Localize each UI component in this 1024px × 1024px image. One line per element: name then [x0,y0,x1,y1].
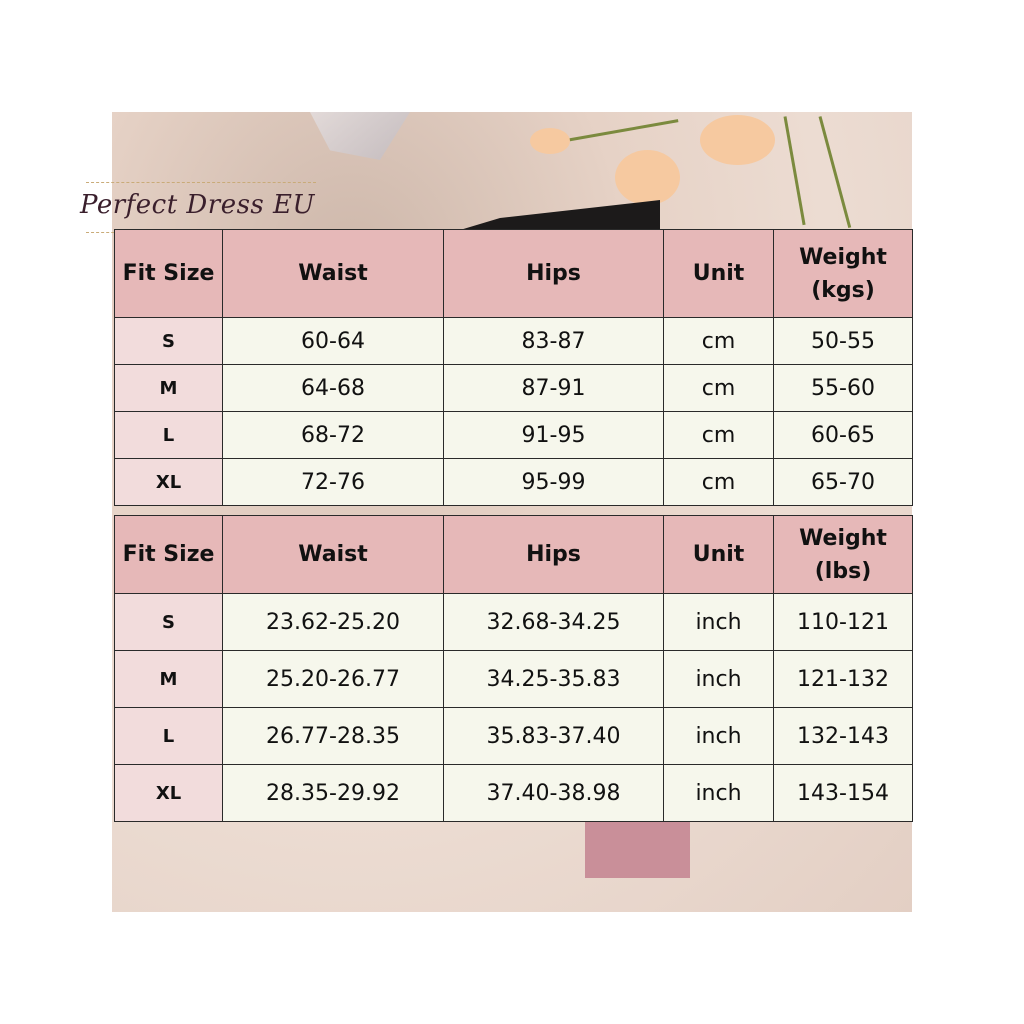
cell-hips: 91-95 [443,411,664,459]
table-row: L 68-72 91-95 cm 60-65 [114,411,913,459]
cell-waist: 23.62-25.20 [222,593,444,651]
cell-hips: 83-87 [443,317,664,365]
cell-fit-size: S [114,593,223,651]
size-table-inch: Fit Size Waist Hips Unit Weight (lbs) S 23.62… [114,515,913,822]
cell-weight: 65-70 [773,458,913,506]
cell-hips: 95-99 [443,458,664,506]
cell-fit-size: L [114,411,223,459]
cell-weight: 143-154 [773,764,913,822]
cell-unit: inch [663,764,774,822]
table-row: XL 72-76 95-99 cm 65-70 [114,458,913,506]
header-fit-size: Fit Size [114,229,223,318]
cell-hips: 35.83-37.40 [443,707,664,765]
cell-fit-size: XL [114,764,223,822]
cell-fit-size: M [114,364,223,412]
cell-hips: 34.25-35.83 [443,650,664,708]
cell-waist: 25.20-26.77 [222,650,444,708]
cell-hips: 32.68-34.25 [443,593,664,651]
cell-fit-size: S [114,317,223,365]
cell-waist: 26.77-28.35 [222,707,444,765]
table-row: XL 28.35-29.92 37.40-38.98 inch 143-154 [114,764,913,822]
cell-unit: cm [663,458,774,506]
table-row: S 23.62-25.20 32.68-34.25 inch 110-121 [114,593,913,651]
table-row: L 26.77-28.35 35.83-37.40 inch 132-143 [114,707,913,765]
cell-unit: inch [663,707,774,765]
table-row: M 25.20-26.77 34.25-35.83 inch 121-132 [114,650,913,708]
cell-waist: 72-76 [222,458,444,506]
cell-weight: 55-60 [773,364,913,412]
table-row: S 60-64 83-87 cm 50-55 [114,317,913,365]
flower [700,115,775,165]
cell-unit: inch [663,650,774,708]
header-weight: Weight (kgs) [773,229,913,318]
header-unit: Unit [663,515,774,594]
header-hips: Hips [443,229,664,318]
header-waist: Waist [222,515,444,594]
cell-weight: 110-121 [773,593,913,651]
cell-weight: 121-132 [773,650,913,708]
table-row: M 64-68 87-91 cm 55-60 [114,364,913,412]
header-waist: Waist [222,229,444,318]
header-row: Fit Size Waist Hips Unit Weight (kgs) [114,229,913,318]
cell-hips: 37.40-38.98 [443,764,664,822]
cell-unit: cm [663,364,774,412]
brand-logo: Perfect Dress EU [80,190,315,220]
header-fit-size: Fit Size [114,515,223,594]
cell-unit: cm [663,317,774,365]
cell-weight: 50-55 [773,317,913,365]
header-row: Fit Size Waist Hips Unit Weight (lbs) [114,515,913,594]
cell-waist: 60-64 [222,317,444,365]
logo-ornament [86,182,316,184]
cell-weight: 60-65 [773,411,913,459]
cell-waist: 68-72 [222,411,444,459]
pink-strap [585,820,690,878]
header-unit: Unit [663,229,774,318]
size-table-cm: Fit Size Waist Hips Unit Weight (kgs) S 60-64… [114,229,913,506]
flower [530,128,570,154]
header-weight: Weight (lbs) [773,515,913,594]
cell-weight: 132-143 [773,707,913,765]
cell-fit-size: XL [114,458,223,506]
cell-waist: 28.35-29.92 [222,764,444,822]
cell-fit-size: L [114,707,223,765]
cell-unit: inch [663,593,774,651]
cell-waist: 64-68 [222,364,444,412]
cell-hips: 87-91 [443,364,664,412]
cell-unit: cm [663,411,774,459]
header-hips: Hips [443,515,664,594]
flower [615,150,680,205]
cell-fit-size: M [114,650,223,708]
